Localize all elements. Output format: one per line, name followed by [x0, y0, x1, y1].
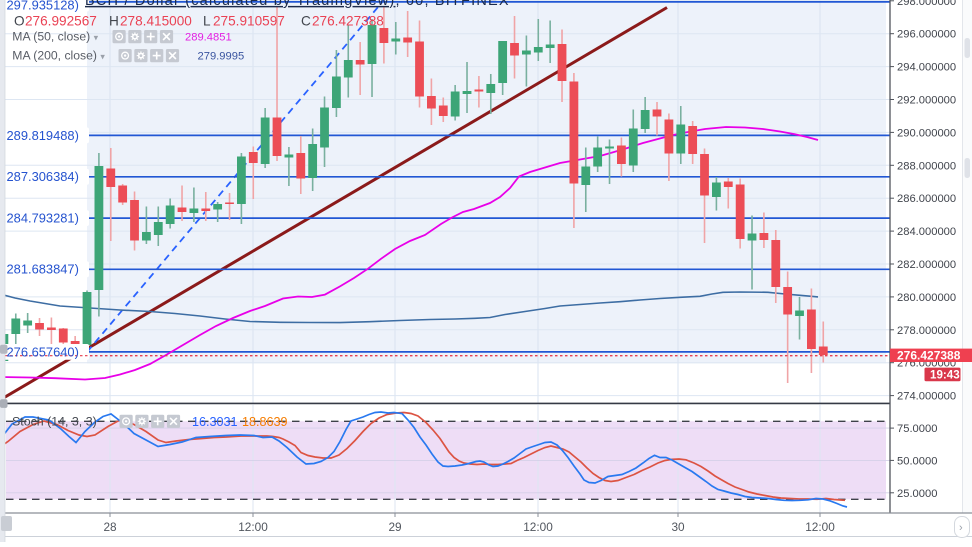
svg-text:290.000000: 290.000000: [897, 127, 956, 139]
svg-text:Stoch (14, 3, 3): Stoch (14, 3, 3): [12, 415, 97, 429]
svg-text:18.8639: 18.8639: [242, 415, 288, 429]
svg-text:16.3031: 16.3031: [192, 415, 238, 429]
svg-text:296.000000: 296.000000: [897, 29, 956, 41]
svg-text:294.000000: 294.000000: [897, 62, 956, 74]
svg-text:BCH / Dollar (calculated by Tr: BCH / Dollar (calculated by TradingView)…: [85, 0, 510, 9]
svg-text:29: 29: [388, 520, 401, 534]
svg-text:281.683847): 281.683847): [7, 262, 79, 277]
svg-text:12:00: 12:00: [523, 520, 553, 534]
svg-text:297.935128): 297.935128): [7, 0, 79, 12]
svg-text:276.657640): 276.657640): [7, 344, 79, 359]
svg-text:12:00: 12:00: [238, 520, 268, 534]
svg-text:19:43: 19:43: [930, 368, 960, 381]
svg-text:289.4851: 289.4851: [185, 31, 232, 43]
svg-text:288.000000: 288.000000: [897, 160, 956, 172]
svg-text:286.000000: 286.000000: [897, 193, 956, 205]
svg-text:MA (50, close) ▾: MA (50, close) ▾: [12, 30, 98, 44]
svg-text:278.000000: 278.000000: [897, 325, 956, 337]
svg-text:25.0000: 25.0000: [897, 488, 937, 500]
svg-text:284.793281): 284.793281): [7, 211, 79, 226]
svg-text:50.0000: 50.0000: [897, 455, 937, 467]
svg-text:287.306384): 287.306384): [7, 169, 79, 184]
svg-text:276.427388: 276.427388: [897, 348, 961, 362]
svg-text:279.9995: 279.9995: [198, 50, 245, 62]
svg-text:12:00: 12:00: [805, 520, 835, 534]
svg-text:28: 28: [103, 520, 117, 534]
svg-text:284.000000: 284.000000: [897, 226, 956, 238]
svg-text:280.000000: 280.000000: [897, 292, 956, 304]
svg-text:75.0000: 75.0000: [897, 423, 937, 435]
svg-text:274.000000: 274.000000: [897, 391, 956, 403]
svg-text:30: 30: [671, 520, 685, 534]
svg-text:298.000000: 298.000000: [897, 0, 956, 8]
svg-text:MA (200, close) ▾: MA (200, close) ▾: [12, 49, 105, 63]
svg-text:289.819488): 289.819488): [7, 128, 79, 143]
svg-text:›: ›: [959, 522, 963, 534]
svg-text:292.000000: 292.000000: [897, 95, 956, 107]
svg-text:282.000000: 282.000000: [897, 259, 956, 271]
